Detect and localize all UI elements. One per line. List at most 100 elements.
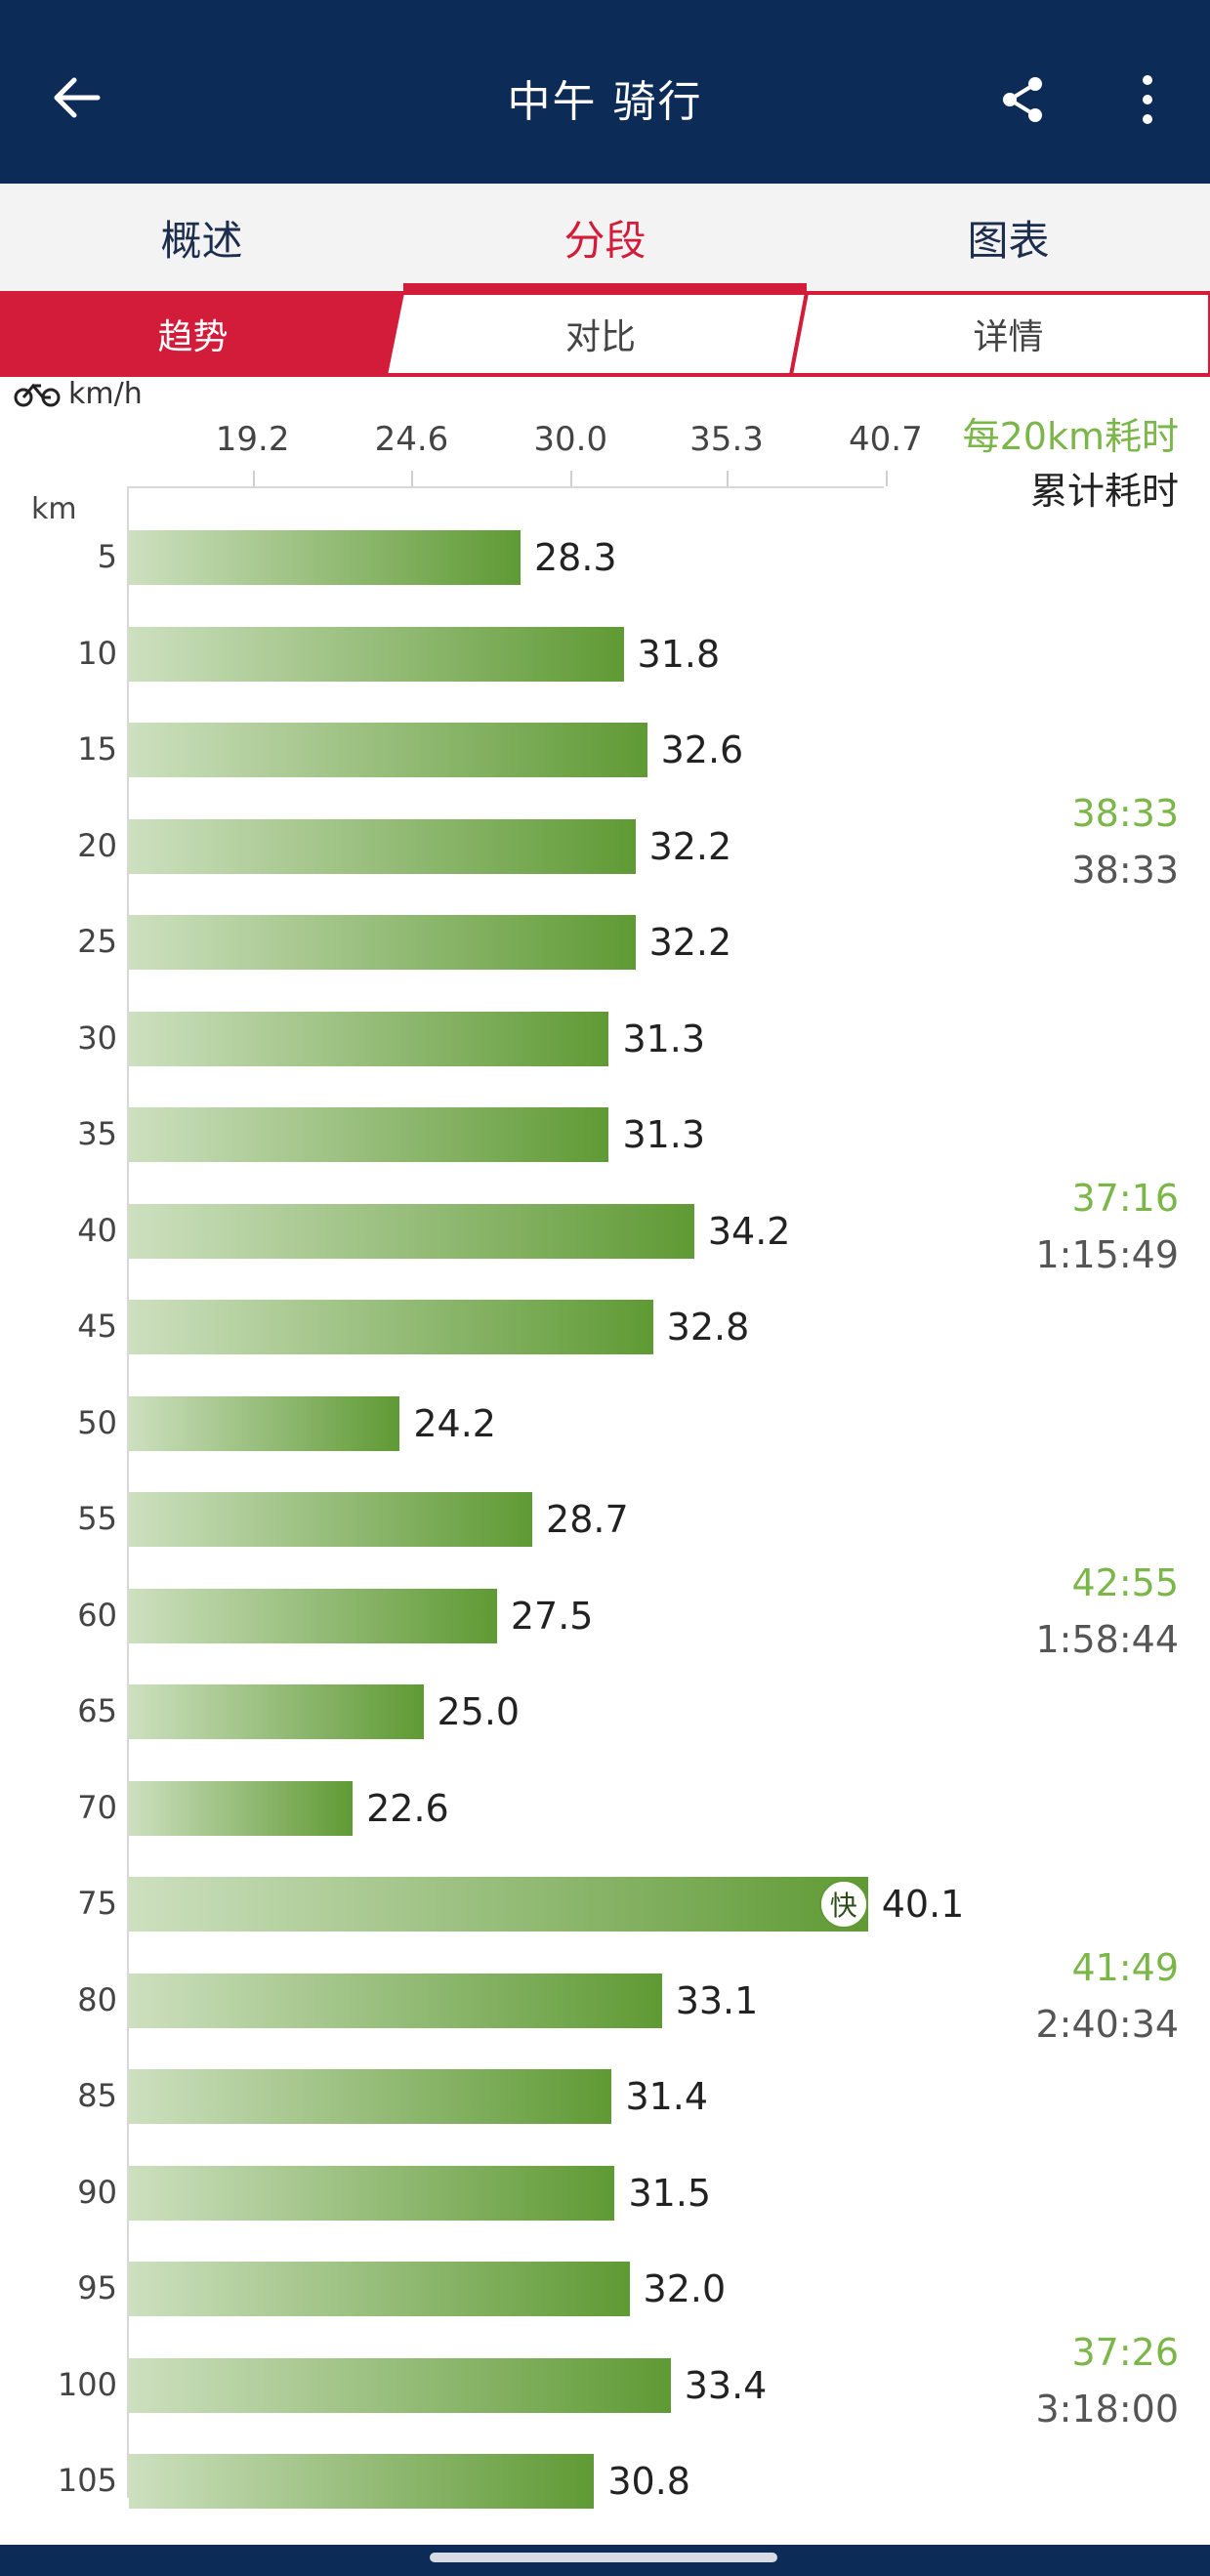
y-category-label: 60: [77, 1596, 117, 1634]
speed-value-label: 24.2: [413, 1401, 496, 1445]
split-row: 30 31.3: [0, 1011, 1210, 1066]
x-tick-mark: [570, 471, 573, 486]
y-category-label: 100: [57, 2365, 117, 2403]
cumulative-time: 38:33: [1071, 848, 1179, 892]
split-row: 5 28.3: [0, 530, 1210, 585]
x-axis-line: [127, 486, 884, 488]
split-row: 20 32.2: [0, 818, 1210, 874]
split-row: 10 31.8: [0, 626, 1210, 682]
speed-value-label: 28.7: [546, 1498, 629, 1541]
split-row: 55 28.7: [0, 1492, 1210, 1547]
split-row: 35 31.3: [0, 1107, 1210, 1162]
sub-tabs: 趋势 对比 详情: [0, 291, 1210, 377]
speed-bar: [129, 2357, 671, 2413]
x-tick-mark: [411, 471, 414, 486]
segment-time: 42:55: [1071, 1560, 1179, 1604]
page-title: 中午 骑行: [507, 77, 703, 127]
y-category-label: 20: [77, 826, 117, 864]
split-row: 15 32.6: [0, 723, 1210, 777]
speed-bar: [129, 626, 624, 682]
back-arrow-icon[interactable]: [49, 68, 107, 127]
speed-value-label: 32.2: [648, 921, 732, 964]
speed-value-label: 32.8: [666, 1306, 750, 1349]
speed-value-label: 33.4: [684, 2363, 768, 2407]
speed-value-label: 31.3: [622, 1017, 706, 1060]
split-time-block: 38:33 38:33: [1071, 792, 1179, 892]
legend-cumulative-time: 累计耗时: [1029, 470, 1179, 513]
segment-time: 37:26: [1071, 2330, 1179, 2374]
main-tabs: 概述 分段 图表: [0, 184, 1210, 292]
speed-bar: [129, 818, 636, 874]
split-row: 75 快 40.1: [0, 1877, 1210, 1932]
subtab-detail[interactable]: 详情: [973, 317, 1044, 357]
split-row: 70 22.6: [0, 1780, 1210, 1836]
y-axis-line: [127, 486, 129, 2498]
speed-bar: [129, 1684, 424, 1739]
split-row: 85 31.4: [0, 2069, 1210, 2124]
split-time-block: 42:55 1:58:44: [1036, 1561, 1180, 1661]
y-category-label: 15: [77, 730, 117, 768]
speed-bar: [129, 1588, 497, 1643]
split-time-block: 37:16 1:15:49: [1036, 1177, 1180, 1276]
x-tick-label: 24.6: [374, 420, 449, 459]
bicycle-icon: [14, 383, 61, 406]
split-row: 100 33.4: [0, 2357, 1210, 2413]
split-time-block: 37:26 3:18:00: [1036, 2331, 1180, 2431]
speed-bar: [129, 2262, 630, 2316]
speed-bar: [129, 723, 647, 777]
split-row: 50 24.2: [0, 1395, 1210, 1451]
y-category-label: 105: [57, 2462, 117, 2499]
legend-segment-time: 每20km耗时: [962, 415, 1179, 458]
speed-bar: [129, 1011, 609, 1066]
x-tick-label: 30.0: [533, 420, 608, 459]
speed-bar: [129, 2454, 595, 2509]
speed-value-label: 30.8: [607, 2460, 690, 2503]
speed-bar: [129, 1973, 662, 2028]
x-tick-mark: [727, 471, 730, 486]
speed-bar: [129, 530, 521, 585]
speed-bar: [129, 1395, 400, 1451]
y-category-label: 90: [77, 2173, 117, 2211]
y-category-label: 25: [77, 923, 117, 960]
x-tick-mark: [252, 471, 255, 486]
speed-bar: [129, 1300, 653, 1354]
subtab-trend[interactable]: 趋势: [157, 317, 229, 357]
y-category-label: 85: [77, 2077, 117, 2114]
speed-splits-chart: km/h 每20km耗时 累计耗时 km 19.2 24.6 30.0 35.3 40.…: [0, 377, 1210, 2545]
subtab-compare[interactable]: 对比: [564, 317, 636, 357]
cumulative-time: 3:18:00: [1035, 2387, 1180, 2431]
speed-bar: [129, 1492, 533, 1547]
y-category-label: 50: [77, 1403, 117, 1441]
y-category-label: 70: [77, 1788, 117, 1826]
split-row: 40 34.2: [0, 1203, 1210, 1259]
speed-bar: [129, 1107, 609, 1162]
y-category-label: 35: [77, 1115, 117, 1152]
y-category-label: 40: [77, 1211, 117, 1249]
tab-splits[interactable]: 分段: [403, 184, 807, 291]
split-row: 25 32.2: [0, 915, 1210, 970]
home-indicator[interactable]: [430, 2553, 777, 2562]
y-category-label: 75: [77, 1885, 117, 1922]
y-category-label: 95: [77, 2269, 117, 2306]
system-nav-bar: [0, 2545, 1210, 2576]
speed-value-label: 25.0: [437, 1690, 521, 1733]
speed-value-label: 31.4: [625, 2075, 709, 2118]
share-icon[interactable]: [996, 72, 1051, 127]
speed-unit: km/h: [14, 377, 143, 411]
cumulative-time: 1:58:44: [1035, 1617, 1180, 1661]
tab-overview[interactable]: 概述: [160, 216, 243, 265]
y-category-label: 65: [77, 1692, 117, 1729]
tab-charts[interactable]: 图表: [967, 216, 1050, 265]
unit-label: km/h: [68, 377, 143, 411]
split-time-block: 41:49 2:40:34: [1036, 1946, 1180, 2046]
speed-value-label: 32.0: [643, 2267, 727, 2310]
x-tick-label: 35.3: [689, 420, 764, 459]
split-row: 95 32.0: [0, 2262, 1210, 2316]
fastest-badge: 快: [818, 1880, 868, 1929]
segment-time: 37:16: [1071, 1176, 1179, 1220]
more-options-icon[interactable]: [1133, 72, 1162, 127]
y-category-label: 80: [77, 1980, 117, 2018]
speed-bar: [129, 915, 636, 970]
split-row: 65 25.0: [0, 1684, 1210, 1739]
split-row: 60 27.5: [0, 1588, 1210, 1643]
